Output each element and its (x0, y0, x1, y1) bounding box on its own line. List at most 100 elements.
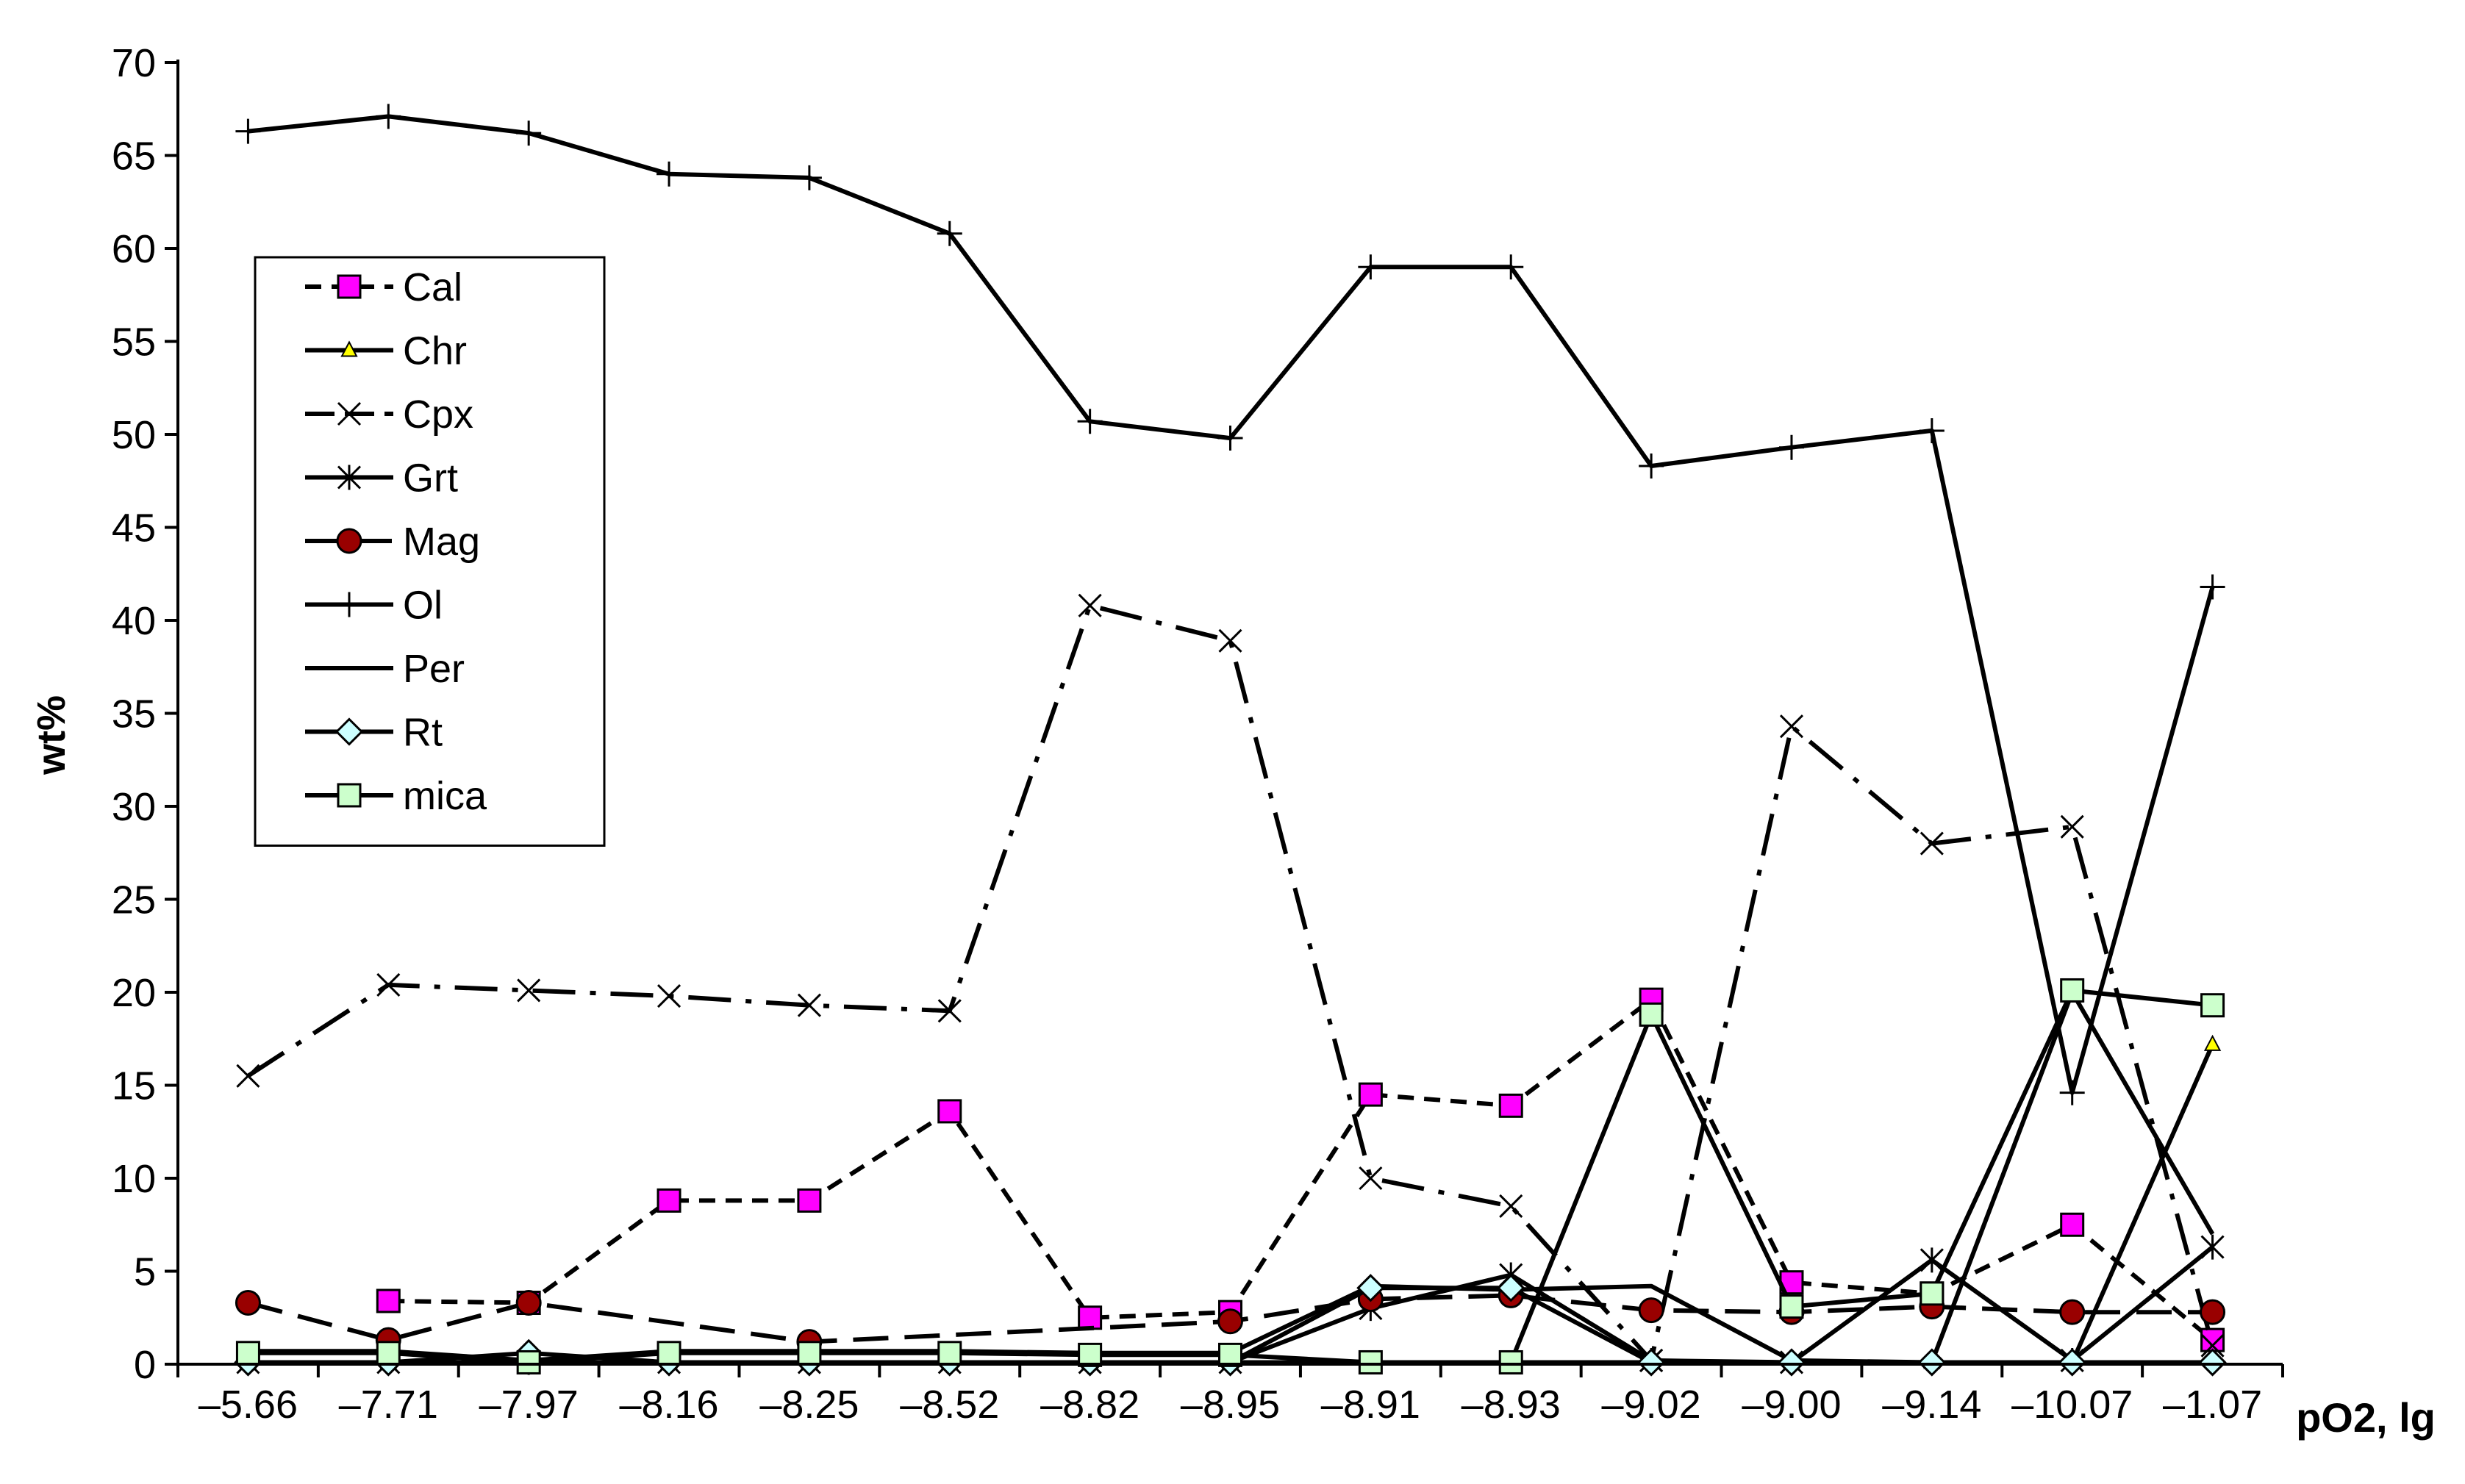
legend-swatch-marker (337, 592, 362, 617)
point-rt (1777, 1348, 1806, 1377)
point-cpx (517, 978, 541, 1003)
point-cpx (937, 999, 962, 1023)
point-ol (1639, 454, 1664, 479)
point-mica (1218, 1342, 1242, 1367)
point-mica (2200, 993, 2225, 1018)
y-tick-label: 25 (112, 878, 156, 922)
point-cpx (376, 972, 401, 997)
point-cal (1358, 1082, 1383, 1107)
legend-label: mica (403, 774, 487, 818)
legend-swatch-marker (336, 528, 362, 554)
y-tick-label: 70 (112, 41, 156, 85)
point-ol (235, 118, 261, 144)
legend-swatch-marker (337, 401, 362, 426)
legend-label: Rt (403, 711, 443, 755)
series-mica (235, 978, 2225, 1374)
legend-swatch-marker (337, 274, 362, 299)
y-tick-label: 15 (112, 1064, 156, 1108)
x-tick-label: –8.52 (900, 1383, 999, 1427)
x-axis-label: pO2, lg (2296, 1394, 2436, 1441)
point-ol (937, 221, 962, 246)
point-ol (376, 104, 401, 129)
x-tick-label: –8.16 (619, 1383, 718, 1427)
legend-label: Ol (403, 584, 443, 628)
point-mag (1217, 1308, 1243, 1335)
point-cal (797, 1188, 822, 1213)
point-mica (2060, 978, 2085, 1003)
y-tick-label: 20 (112, 971, 156, 1015)
x-tick-label: –9.14 (1882, 1383, 1981, 1427)
point-cpx (1499, 1194, 1523, 1219)
point-ol (1919, 417, 1945, 443)
legend-box (254, 256, 606, 847)
point-mica (1498, 1349, 1523, 1374)
point-cal (376, 1288, 401, 1313)
legend: Cal Chr Cpx Grt Mag Ol Per Rt mica (254, 256, 606, 847)
point-mag (515, 1290, 542, 1316)
point-rt (1356, 1274, 1385, 1302)
point-rt (1497, 1274, 1525, 1302)
point-ol (1358, 254, 1384, 280)
point-mag (2059, 1299, 2086, 1325)
series-line-cpx (246, 603, 2215, 1363)
point-cpx (657, 983, 681, 1008)
point-mag (2200, 1299, 2226, 1325)
legend-item-chr: Chr (305, 329, 467, 373)
legend-swatch-marker (337, 783, 362, 808)
legend-item-mag: Mag (305, 520, 480, 564)
y-tick-label: 50 (112, 413, 156, 457)
point-cal (657, 1188, 681, 1213)
point-cpx (2060, 814, 2084, 839)
point-cpx (1920, 831, 1944, 856)
x-tick-label: –9.00 (1742, 1383, 1841, 1427)
x-tick-label: –9.02 (1602, 1383, 1701, 1427)
y-tick-label: 40 (112, 599, 156, 643)
point-cpx (797, 993, 821, 1017)
series-mag (235, 1282, 2226, 1355)
point-ol (1077, 409, 1103, 434)
point-chr (2203, 1034, 2222, 1051)
legend-item-rt: Rt (305, 711, 443, 755)
legend-label: Cpx (403, 392, 473, 437)
axes (176, 60, 2283, 1366)
legend-label: Chr (403, 329, 467, 373)
x-tick-label: –10.07 (2011, 1383, 2133, 1427)
point-mag (235, 1290, 261, 1316)
x-tick-label: –5.66 (198, 1383, 298, 1427)
point-cpx (1218, 628, 1242, 653)
y-tick-label: 55 (112, 320, 156, 365)
point-cpx (1359, 1166, 1383, 1191)
y-tick-label: 10 (112, 1157, 156, 1201)
point-mica (657, 1341, 681, 1366)
point-cpx (1779, 714, 1804, 739)
point-ol (2059, 1080, 2085, 1105)
series-layer (234, 104, 2227, 1377)
y-tick-label: 60 (112, 227, 156, 271)
legend-label: Cal (403, 265, 462, 309)
point-ol (516, 121, 542, 146)
point-cal (1498, 1093, 1523, 1118)
point-mag (1638, 1297, 1664, 1324)
point-cal (937, 1099, 962, 1124)
point-ol (657, 161, 682, 187)
point-mica (1078, 1342, 1103, 1367)
point-cpx (1078, 593, 1102, 617)
series-cal (376, 987, 2225, 1352)
legend-swatch-marker (334, 717, 364, 746)
legend-item-grt: Grt (305, 456, 458, 501)
legend-item-per: Per (305, 647, 465, 691)
legend-label: Mag (403, 520, 480, 564)
legend-label: Grt (403, 456, 458, 501)
y-tick-label: 45 (112, 506, 156, 551)
x-tick-label: –7.97 (479, 1383, 579, 1427)
y-tick-label: 0 (134, 1343, 156, 1387)
legend-label: Per (403, 647, 465, 691)
point-rt (2198, 1348, 2227, 1377)
y-tick-label: 30 (112, 785, 156, 829)
series-line-mag (247, 1293, 2213, 1344)
point-mica (235, 1341, 260, 1366)
series-cpx (236, 593, 2225, 1373)
point-ol (1217, 426, 1243, 451)
series-line-cal (388, 997, 2214, 1342)
